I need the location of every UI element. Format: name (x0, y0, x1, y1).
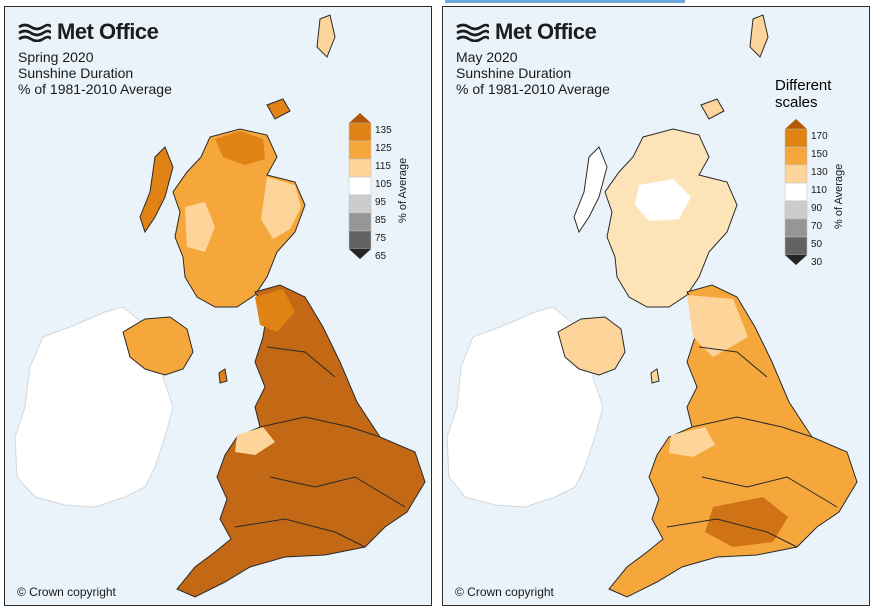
legend-colour-step (348, 230, 372, 250)
legend-tick: 130 (811, 167, 828, 178)
met-office-logo: Met Office (455, 19, 597, 45)
ireland-landmass (446, 306, 604, 508)
region-boundary-1 (266, 346, 336, 378)
colour-legend: 135 125 115 105 95 85 75 65 % of Average (345, 113, 425, 273)
legend-tick: 135 (375, 125, 392, 136)
title-line-2: Sunshine Duration (456, 65, 572, 81)
legend-tick: 170 (811, 131, 828, 142)
met-office-wordmark: Met Office (57, 19, 159, 44)
colour-legend: 170 150 130 110 90 70 50 30 % of Average (781, 119, 861, 279)
legend-axis-label: % of Average (397, 157, 409, 223)
scotland-north-highlands (215, 131, 265, 165)
north-england-light (687, 295, 748, 357)
scotland-east (261, 177, 301, 239)
orkney (266, 98, 291, 120)
legend-top-arrow (349, 113, 371, 123)
legend-tick: 65 (375, 251, 387, 262)
legend-tick: 95 (375, 197, 387, 208)
legend-colour-step (348, 176, 372, 196)
northern-ireland (557, 316, 626, 376)
legend-tick: 85 (375, 215, 387, 226)
legend-colour-step (784, 128, 808, 148)
note-line-2: scales (775, 94, 818, 111)
title-line-1: Spring 2020 (18, 49, 94, 65)
wales-north (235, 427, 275, 455)
wales-north-light (669, 427, 715, 457)
legend-colour-step (348, 158, 372, 178)
title-line-2: Sunshine Duration (18, 65, 134, 81)
legend-colour-bar (784, 119, 808, 265)
region-boundary-2 (259, 416, 381, 438)
copyright-notice: © Crown copyright (455, 585, 554, 599)
legend-tick: 105 (375, 179, 392, 190)
legend-tick: 50 (811, 239, 823, 250)
region-boundary-3 (269, 476, 406, 508)
legend-tick: 70 (811, 221, 823, 232)
legend-colour-step (784, 146, 808, 166)
met-office-logo: Met Office (17, 19, 159, 45)
isle-of-man (218, 368, 228, 384)
orkney (700, 98, 725, 120)
top-accent-bar (445, 0, 685, 3)
region-boundary-3 (701, 476, 838, 508)
map-panel-spring-2020: Met Office Spring 2020 Sunshine Duration… (4, 6, 432, 606)
england-wales (176, 284, 426, 598)
met-office-wordmark: Met Office (495, 19, 597, 44)
legend-tick: 115 (375, 161, 391, 172)
note-line-1: Different (775, 77, 832, 94)
region-boundary-2 (691, 416, 813, 438)
shetland (316, 14, 336, 58)
isle-of-man (650, 368, 660, 384)
scotland-west (185, 202, 215, 252)
legend-colour-step (348, 122, 372, 142)
legend-tick: 150 (811, 149, 828, 160)
legend-colour-step (784, 164, 808, 184)
title-line-3: % of 1981-2010 Average (456, 81, 610, 97)
title-line-3: % of 1981-2010 Average (18, 81, 172, 97)
region-boundary-4 (666, 518, 798, 548)
region-boundary-1 (698, 346, 768, 378)
legend-colour-step (348, 194, 372, 214)
legend-bottom-arrow (349, 249, 371, 259)
legend-tick: 90 (811, 203, 823, 214)
map-title: May 2020 Sunshine Duration % of 1981-201… (456, 49, 610, 97)
met-office-waves-icon (456, 23, 489, 42)
uk-map-spring (14, 14, 426, 598)
legend-axis-label: % of Average (833, 163, 845, 229)
legend-colour-step (784, 218, 808, 238)
legend-top-arrow (785, 119, 807, 129)
legend-tick: 125 (375, 143, 392, 154)
scotland (172, 128, 306, 308)
map-title: Spring 2020 Sunshine Duration % of 1981-… (18, 49, 172, 97)
outer-hebrides (573, 146, 608, 234)
legend-colour-step (784, 200, 808, 220)
scotland-central-white (635, 179, 691, 221)
north-west-england (255, 289, 295, 332)
legend-tick: 110 (811, 185, 827, 196)
legend-tick: 30 (811, 257, 823, 268)
legend-tick: 75 (375, 233, 387, 244)
legend-colour-step (348, 140, 372, 160)
legend-colour-step (348, 212, 372, 232)
outer-hebrides (139, 146, 174, 234)
northern-ireland (122, 316, 194, 376)
central-south-dark (705, 497, 788, 547)
copyright-notice: © Crown copyright (17, 585, 116, 599)
different-scales-note: Different scales (775, 77, 831, 111)
legend-colour-step (784, 182, 808, 202)
map-panel-may-2020: Met Office May 2020 Sunshine Duration % … (442, 6, 870, 606)
legend-bottom-arrow (785, 255, 807, 265)
uk-map-may (446, 14, 858, 598)
shetland (749, 14, 769, 58)
legend-colour-step (784, 236, 808, 256)
england-wales (608, 284, 858, 598)
title-line-1: May 2020 (456, 49, 518, 65)
legend-colour-bar (348, 113, 372, 259)
region-boundary-4 (234, 518, 366, 548)
met-office-waves-icon (18, 23, 51, 42)
